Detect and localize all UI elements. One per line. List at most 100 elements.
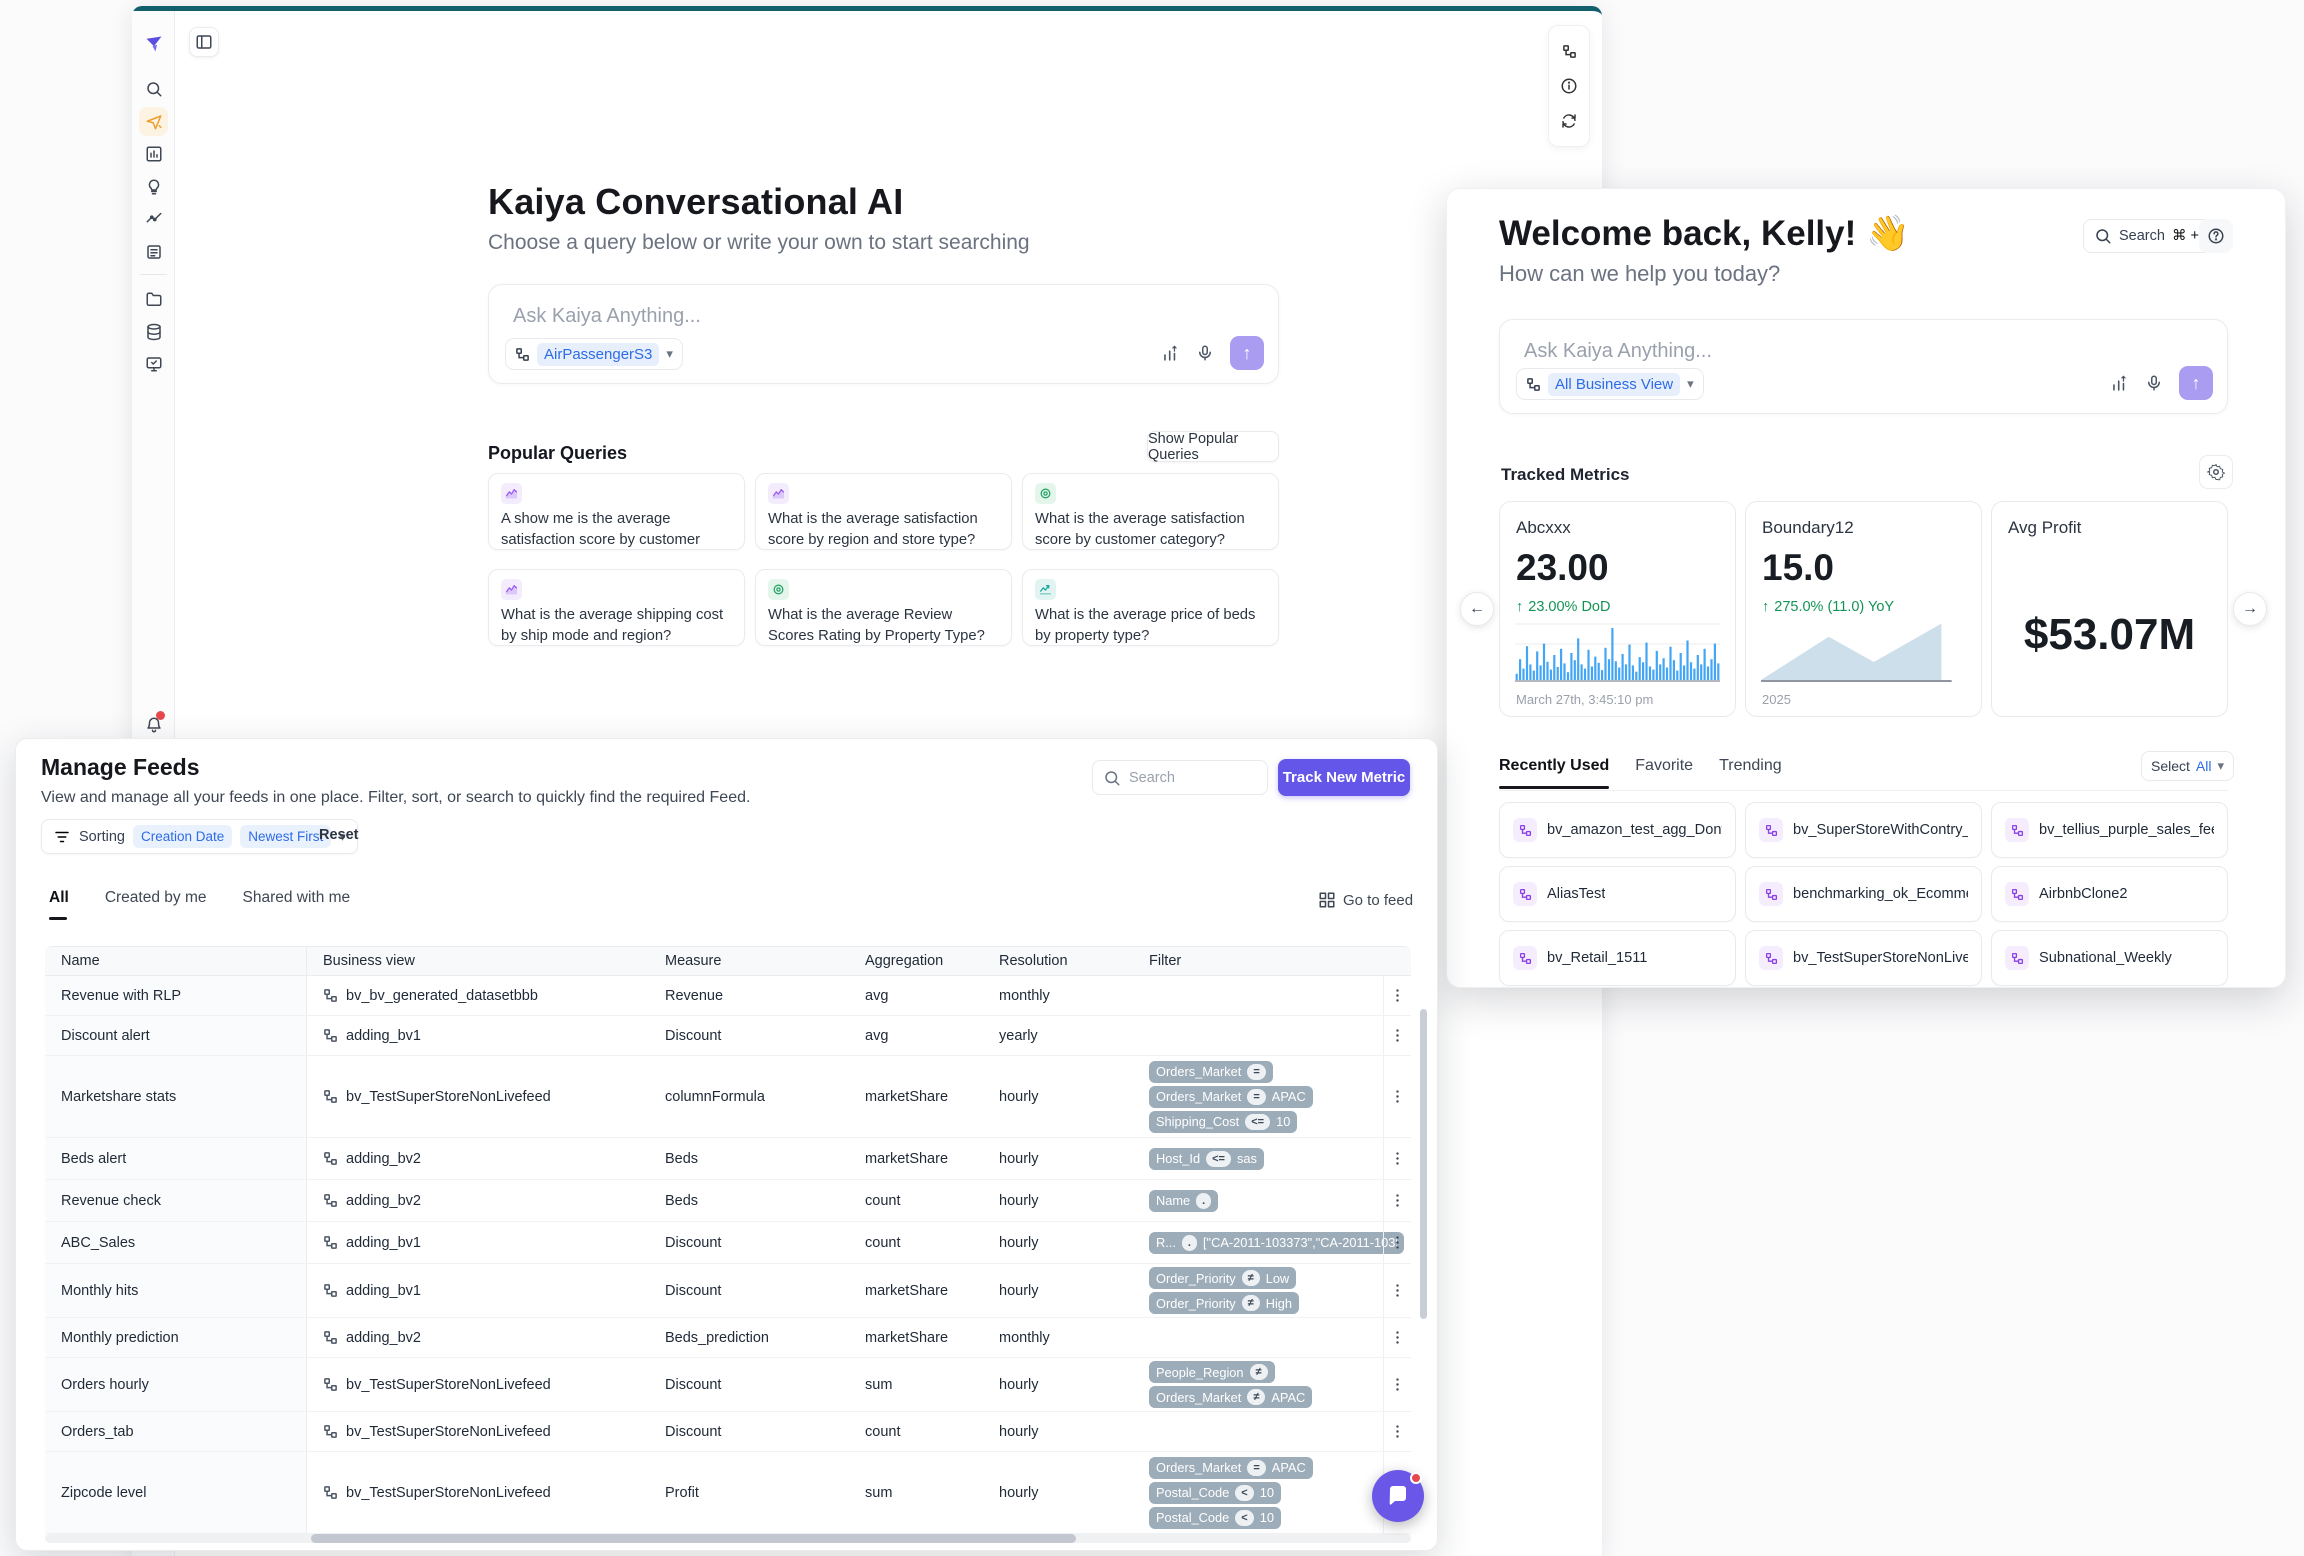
popular-query-card[interactable]: What is the average satisfaction score b… [1022, 473, 1279, 550]
business-view-selector[interactable]: AirPassengerS3 ▾ [505, 338, 683, 370]
tab-created-by-me[interactable]: Created by me [104, 889, 207, 906]
feed-row[interactable]: ABC_Sales adding_bv1 Discount count hour… [45, 1222, 1411, 1264]
sidebar-toggle-button[interactable] [189, 27, 219, 57]
row-menu-kebab-icon[interactable] [1383, 1412, 1411, 1451]
tab-trending[interactable]: Trending [1719, 757, 1782, 774]
popular-query-card[interactable]: What is the average price of beds by pro… [1022, 569, 1279, 646]
sidebar-item-insights[interactable] [139, 172, 168, 201]
business-view-card[interactable]: Subnational_Weekly [1991, 930, 2228, 986]
popular-query-card[interactable]: A show me is the average satisfaction sc… [488, 473, 745, 550]
business-view-icon[interactable] [1557, 39, 1581, 63]
row-menu-kebab-icon[interactable] [1383, 1138, 1411, 1179]
tab-favorite[interactable]: Favorite [1635, 757, 1694, 774]
popular-query-card[interactable]: What is the average satisfaction score b… [755, 473, 1012, 550]
info-icon[interactable] [1557, 74, 1581, 98]
metric-card[interactable]: Avg Profit $53.07M [1991, 501, 2228, 717]
metric-value: 23.00 [1516, 547, 1609, 588]
chat-launcher-button[interactable] [1372, 1470, 1424, 1522]
tab-recently-used[interactable]: Recently Used [1499, 757, 1610, 789]
row-menu-kebab-icon[interactable] [1383, 1264, 1411, 1317]
column-header-business-view[interactable]: Business view [323, 953, 415, 969]
business-view-card[interactable]: bv_tellius_purple_sales_feed1 [1991, 802, 2228, 858]
sort-field-chip[interactable]: Creation Date [132, 825, 233, 848]
feed-row[interactable]: Zipcode level bv_TestSuperStoreNonLivefe… [45, 1452, 1411, 1534]
reset-button[interactable]: Reset [319, 827, 359, 843]
feeds-search-input[interactable]: Search [1092, 760, 1268, 795]
business-view-card[interactable]: bv_Retail_1511 [1499, 930, 1736, 986]
feed-row[interactable]: Revenue check adding_bv2 Beds count hour… [45, 1180, 1411, 1222]
business-view-card[interactable]: benchmarking_ok_Ecommerce_join [1745, 866, 1982, 922]
row-menu-kebab-icon[interactable] [1383, 1016, 1411, 1055]
insights-chart-icon[interactable] [1161, 344, 1180, 363]
row-menu-kebab-icon[interactable] [1383, 1056, 1411, 1137]
sidebar-divider [140, 274, 167, 275]
ask-kaiya-input[interactable]: Ask Kaiya Anything... AirPassengerS3 ▾ ↑ [488, 284, 1279, 384]
feed-row[interactable]: Monthly prediction adding_bv2 Beds_predi… [45, 1318, 1411, 1358]
feed-row[interactable]: Marketshare stats bv_TestSuperStoreNonLi… [45, 1056, 1411, 1138]
column-header-filter[interactable]: Filter [1149, 953, 1182, 969]
sidebar-item-desktop[interactable] [139, 349, 168, 378]
microphone-icon[interactable] [1196, 344, 1214, 362]
column-header-name[interactable]: Name [45, 947, 307, 975]
metrics-prev-arrow-button[interactable]: ← [1460, 592, 1494, 626]
insights-chart-icon[interactable] [2110, 374, 2129, 393]
feed-resolution: hourly [999, 1192, 1039, 1209]
select-filter-dropdown[interactable]: Select All ▾ [2141, 751, 2235, 781]
feed-filters: Name. [1133, 1186, 1383, 1216]
popular-query-card[interactable]: What is the average shipping cost by shi… [488, 569, 745, 646]
sidebar-item-metrics[interactable] [139, 203, 168, 232]
filter-pill: Postal_Code <10 [1149, 1481, 1281, 1504]
feed-row[interactable]: Orders_tab bv_TestSuperStoreNonLivefeed … [45, 1412, 1411, 1452]
submit-query-button[interactable]: ↑ [1230, 336, 1264, 370]
vertical-scrollbar[interactable] [1420, 1009, 1427, 1319]
sidebar-item-projects[interactable] [139, 285, 168, 314]
metrics-settings-gear-icon[interactable] [2199, 455, 2233, 489]
column-header-measure[interactable]: Measure [665, 953, 722, 969]
tab-all[interactable]: All [49, 889, 69, 920]
submit-query-button[interactable]: ↑ [2179, 366, 2213, 400]
sidebar-item-search[interactable] [139, 74, 168, 103]
notifications-bell-icon[interactable] [139, 710, 168, 739]
business-view-selector[interactable]: All Business View ▾ [1516, 368, 1704, 400]
microphone-icon[interactable] [2145, 374, 2163, 392]
feed-row[interactable]: Beds alert adding_bv2 Beds marketShare h… [45, 1138, 1411, 1180]
popular-query-card[interactable]: What is the average Review Scores Rating… [755, 569, 1012, 646]
metrics-next-arrow-button[interactable]: → [2233, 592, 2267, 626]
ask-kaiya-input[interactable]: Ask Kaiya Anything... All Business View … [1499, 319, 2228, 414]
sorting-control[interactable]: Sorting Creation Date Newest First ▾ [41, 819, 358, 854]
row-menu-kebab-icon[interactable] [1383, 976, 1411, 1015]
sidebar-item-feeds[interactable] [139, 237, 168, 266]
row-menu-kebab-icon[interactable] [1383, 1358, 1411, 1411]
feed-row[interactable]: Orders hourly bv_TestSuperStoreNonLivefe… [45, 1358, 1411, 1412]
metric-card[interactable]: Boundary12 15.0 ↑ 275.0% (11.0) YoY 2025 [1745, 501, 1982, 717]
metric-card[interactable]: Abcxxx 23.00 ↑ 23.00% DoD March 27th, 3:4… [1499, 501, 1736, 717]
feed-business-view: bv_TestSuperStoreNonLivefeed [307, 1089, 649, 1105]
horizontal-scrollbar-thumb[interactable] [311, 1534, 1076, 1543]
go-to-feed-link[interactable]: Go to feed [1318, 891, 1413, 909]
business-view-card[interactable]: bv_TestSuperStoreNonLivefeed [1745, 930, 1982, 986]
row-menu-kebab-icon[interactable] [1383, 1318, 1411, 1357]
tracked-metrics-row: Abcxxx 23.00 ↑ 23.00% DoD March 27th, 3:4… [1499, 501, 2228, 717]
row-menu-kebab-icon[interactable] [1383, 1222, 1411, 1263]
track-new-metric-button[interactable]: Track New Metric [1278, 759, 1410, 796]
sidebar-item-dashboards[interactable] [139, 139, 168, 168]
metric-name: Boundary12 [1762, 518, 1854, 537]
row-menu-kebab-icon[interactable] [1383, 1180, 1411, 1221]
help-button[interactable] [2199, 219, 2233, 253]
business-view-card[interactable]: AliasTest [1499, 866, 1736, 922]
tab-shared-with-me[interactable]: Shared with me [242, 889, 351, 906]
show-popular-queries-button[interactable]: Show Popular Queries [1147, 431, 1279, 463]
sidebar-item-data[interactable] [139, 317, 168, 346]
feed-row[interactable]: Monthly hits adding_bv1 Discount marketS… [45, 1264, 1411, 1318]
sidebar-item-kaiya[interactable] [139, 107, 168, 136]
business-view-card[interactable]: bv_SuperStoreWithContry_2 [1745, 802, 1982, 858]
feed-row[interactable]: Revenue with RLP bv_bv_generated_dataset… [45, 976, 1411, 1016]
popular-queries-grid: A show me is the average satisfaction sc… [488, 473, 1279, 646]
column-header-resolution[interactable]: Resolution [999, 953, 1068, 969]
column-header-aggregation[interactable]: Aggregation [865, 953, 944, 969]
sort-order-chip[interactable]: Newest First [240, 825, 332, 848]
feed-row[interactable]: Discount alert adding_bv1 Discount avg y… [45, 1016, 1411, 1056]
refresh-icon[interactable] [1557, 109, 1581, 133]
business-view-card[interactable]: bv_amazon_test_agg_Dont_D [1499, 802, 1736, 858]
business-view-card[interactable]: AirbnbClone2 [1991, 866, 2228, 922]
